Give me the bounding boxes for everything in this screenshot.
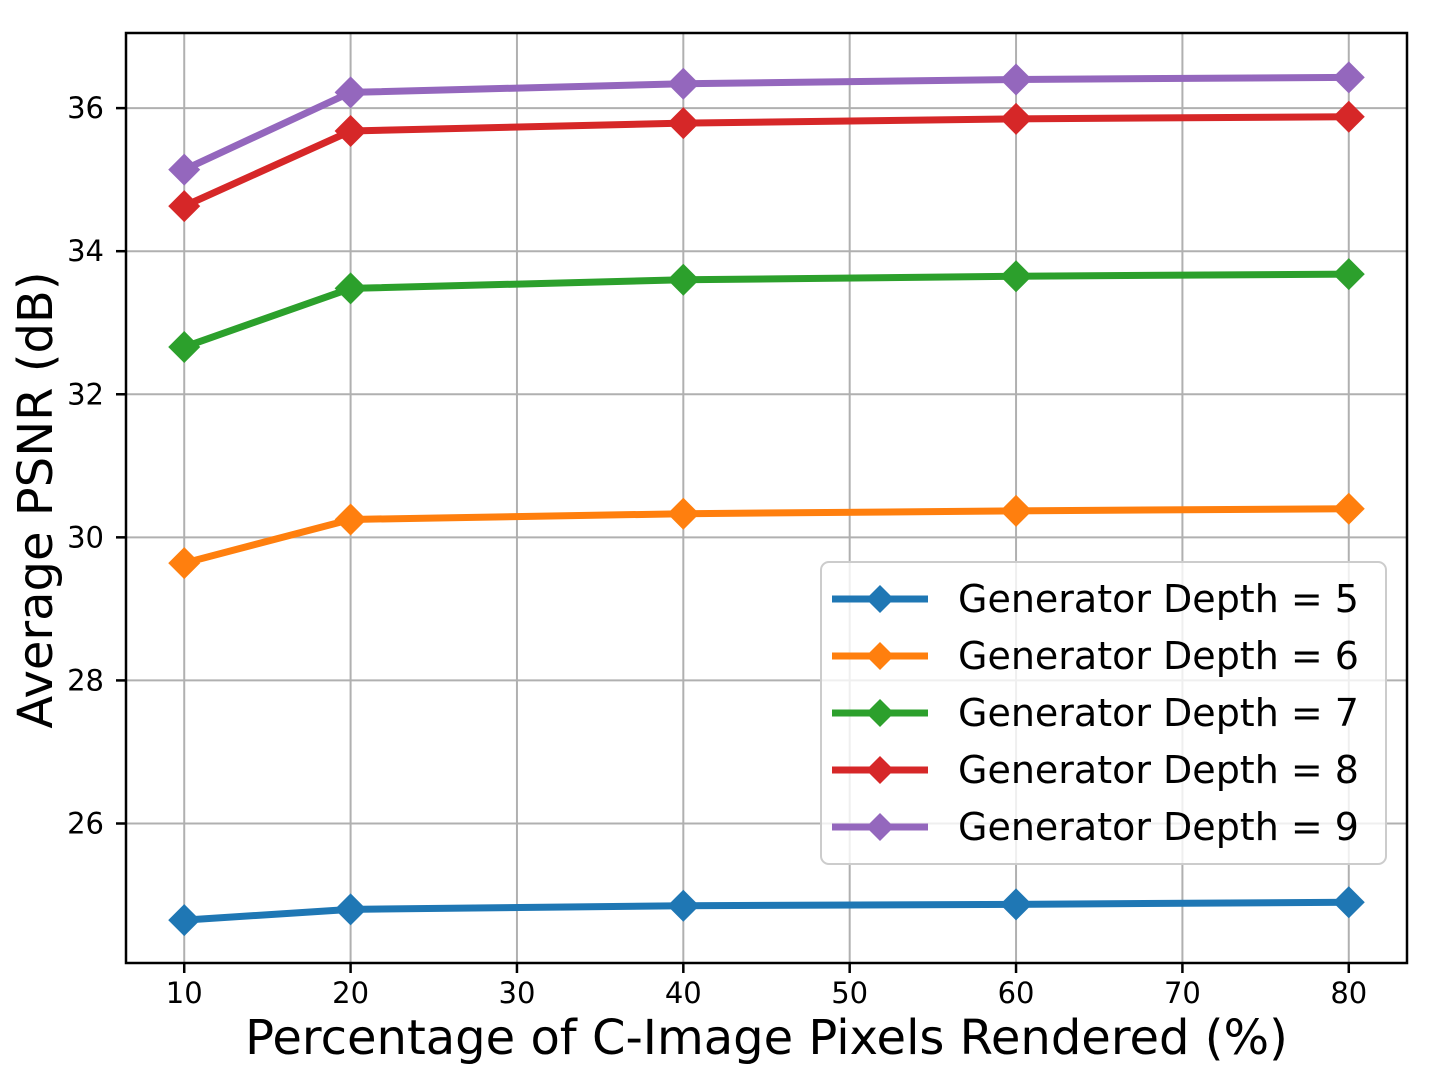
legend-item: Generator Depth = 6: [822, 628, 1385, 684]
legend-item: Generator Depth = 9: [822, 799, 1385, 855]
data-point-marker: [334, 893, 367, 926]
data-point-marker: [334, 272, 367, 305]
data-point-marker: [1000, 888, 1033, 921]
plot-border: [124, 31, 1409, 965]
legend-series-marker-icon: [832, 755, 928, 784]
legend-item: Generator Depth = 7: [822, 685, 1385, 741]
data-point-marker: [667, 67, 700, 100]
data-point-marker: [168, 904, 201, 937]
y-tick-label: 36: [67, 91, 104, 125]
x-tick-label: 40: [665, 976, 702, 1010]
data-point-marker: [168, 190, 201, 223]
data-point-marker: [168, 153, 201, 186]
y-tick-label: 26: [67, 807, 104, 841]
data-point-marker: [667, 263, 700, 296]
data-point-marker: [667, 107, 700, 140]
y-tick-label: 34: [67, 234, 104, 268]
data-point-marker: [667, 889, 700, 922]
x-tick-label: 50: [831, 976, 868, 1010]
legend-series-marker-icon: [832, 642, 928, 671]
legend: Generator Depth = 5 Generator Depth = 6 Ge…: [820, 561, 1387, 865]
x-tick-label: 60: [998, 976, 1035, 1010]
x-axis-label: Percentage of C-Image Pixels Rendered (%…: [245, 1010, 1288, 1066]
data-point-marker: [334, 503, 367, 536]
data-point-marker: [1332, 258, 1365, 291]
x-tick-label: 70: [1164, 976, 1201, 1010]
legend-series-marker-icon: [832, 585, 928, 614]
x-tick-label: 10: [166, 976, 203, 1010]
data-point-marker: [168, 331, 201, 364]
data-point-marker: [1000, 260, 1033, 293]
data-point-marker: [1000, 102, 1033, 135]
y-tick-label: 30: [67, 520, 104, 554]
data-point-marker: [334, 115, 367, 148]
data-point-marker: [334, 76, 367, 109]
legend-label: Generator Depth = 5: [958, 577, 1359, 622]
data-point-marker: [1332, 61, 1365, 94]
data-point-marker: [1000, 63, 1033, 96]
legend-label: Generator Depth = 8: [958, 747, 1359, 792]
data-point-marker: [1332, 100, 1365, 133]
x-tick-label: 80: [1330, 976, 1367, 1010]
y-axis-label: Average PSNR (dB): [8, 271, 64, 729]
data-point-marker: [1332, 492, 1365, 525]
data-point-marker: [667, 497, 700, 530]
legend-label: Generator Depth = 6: [958, 634, 1359, 679]
x-tick-label: 30: [499, 976, 536, 1010]
legend-item: Generator Depth = 5: [822, 571, 1385, 627]
y-tick-label: 28: [67, 663, 104, 697]
x-tick-label: 20: [332, 976, 369, 1010]
legend-label: Generator Depth = 7: [958, 690, 1359, 735]
legend-series-marker-icon: [832, 698, 928, 727]
y-tick-label: 32: [67, 377, 104, 411]
legend-series-marker-icon: [832, 812, 928, 841]
legend-item: Generator Depth = 8: [822, 742, 1385, 798]
data-point-marker: [168, 547, 201, 580]
legend-label: Generator Depth = 9: [958, 804, 1359, 849]
data-point-marker: [1000, 494, 1033, 527]
data-point-marker: [1332, 886, 1365, 919]
